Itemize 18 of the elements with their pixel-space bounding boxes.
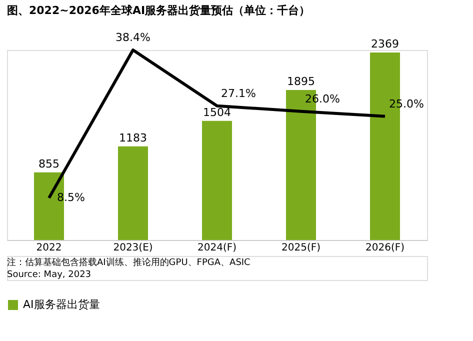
bar <box>202 120 232 240</box>
x-tick-label: 2025(F) <box>281 242 321 254</box>
legend-label: AI服务器出货量 <box>23 298 100 311</box>
bar <box>118 146 148 240</box>
data-label: 855 <box>38 157 60 170</box>
data-label: 1895 <box>287 74 315 88</box>
x-tick-label: 2024(F) <box>197 242 237 254</box>
data-label: 38.4% <box>116 31 150 44</box>
data-label: 2369 <box>371 37 399 50</box>
data-label: 27.1% <box>221 86 256 100</box>
x-tick-label: 2026(F) <box>365 242 405 254</box>
source-note: Source: May, 2023 <box>7 270 92 280</box>
x-tick-label: 2023(E) <box>113 242 153 254</box>
text: 注：估算基础包含搭载AI训练、推论用的GPU、FPGA、ASIC <box>7 257 250 268</box>
data-label: 1183 <box>119 131 147 144</box>
chart-title: 图、2022~2026年全球AI服务器出货量预估（单位：千台） <box>7 4 310 17</box>
data-label: 1504 <box>203 106 231 119</box>
x-tick-label: 2022 <box>36 242 62 254</box>
